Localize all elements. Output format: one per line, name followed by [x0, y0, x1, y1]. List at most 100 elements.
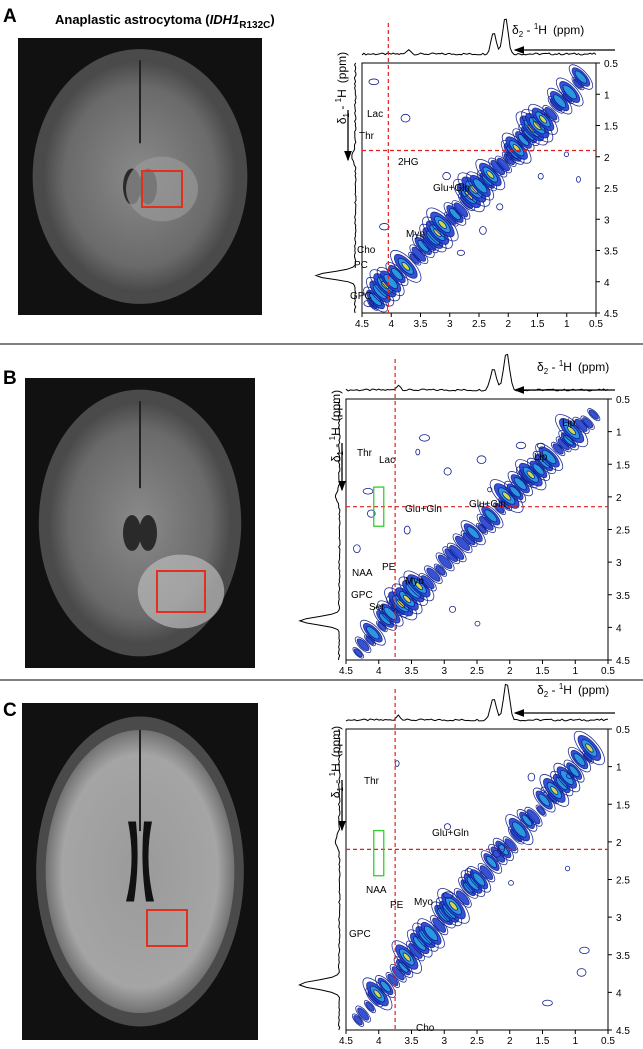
- contour: [394, 760, 400, 767]
- x-tick-label: 3: [441, 666, 447, 677]
- y-tick-label: 3.5: [616, 591, 630, 602]
- x-tick-label: 1: [564, 319, 570, 330]
- metabolite-label: Ser: [369, 602, 385, 613]
- contour: [573, 730, 605, 766]
- axis-sub: 1: [336, 450, 345, 455]
- metabolite-label: Lac: [379, 455, 395, 466]
- y-tick-label: 2: [616, 838, 622, 849]
- x-tick-label: 1.5: [536, 666, 550, 677]
- metabolite-label: Glu+Gln: [405, 504, 442, 515]
- contour: [582, 417, 594, 429]
- contour: [535, 443, 564, 471]
- y-tick-label: 1: [616, 428, 622, 439]
- contour: [505, 151, 513, 161]
- contour: [472, 872, 486, 887]
- panel-letter: B: [3, 368, 17, 389]
- contour: [580, 415, 595, 430]
- contour: [354, 636, 372, 654]
- contour: [487, 486, 493, 493]
- axis-sup: 1: [328, 435, 337, 440]
- x-tick-label: 4.5: [339, 1036, 353, 1047]
- axis-symbol: δ: [537, 683, 544, 697]
- axis-sub: 2: [544, 690, 549, 699]
- contour: [443, 823, 451, 831]
- contour: [353, 544, 361, 554]
- metabolite-label: Myo: [414, 897, 433, 908]
- contour: [453, 202, 469, 218]
- axis-sub: 2: [544, 367, 549, 376]
- metabolite-label: GPC: [350, 291, 372, 302]
- voi-box: [156, 570, 206, 613]
- contour: [540, 786, 547, 794]
- contour: [573, 753, 586, 767]
- projection-left: [314, 62, 357, 314]
- title-text: ): [270, 12, 274, 27]
- contour: [508, 880, 514, 886]
- x-tick-label: 2.5: [470, 666, 484, 677]
- x-tick-label: 2.5: [470, 1036, 484, 1047]
- contour: [415, 448, 421, 456]
- x-axis-label: δ2 - 1H (ppm): [537, 682, 609, 699]
- contour: [383, 606, 398, 621]
- metabolite-label: Glu+Gln: [469, 499, 506, 510]
- contour: [484, 509, 498, 523]
- y-tick-label: 2.5: [604, 184, 618, 195]
- y-tick-label: 3: [616, 913, 622, 924]
- x-tick-label: 1.5: [531, 319, 545, 330]
- contour: [368, 78, 380, 86]
- contour: [433, 228, 442, 237]
- x-tick-label: 4: [376, 1036, 382, 1047]
- metabolite-label: NAA: [366, 885, 387, 896]
- metabolite-label: Glu+Gln: [433, 183, 470, 194]
- metabolite-label: Cho: [416, 1023, 435, 1034]
- axis-sep: -: [329, 440, 343, 451]
- naa-box: [373, 829, 385, 877]
- title-gene: IDH1: [210, 12, 240, 27]
- axis-sup: 1: [334, 97, 343, 102]
- y-tick-label: 2: [616, 493, 622, 504]
- contour: [402, 952, 411, 962]
- contour: [403, 525, 411, 535]
- x-tick-label: 2: [507, 666, 513, 677]
- contour: [576, 968, 587, 977]
- contour: [536, 442, 546, 449]
- contour: [419, 434, 430, 442]
- y-tick-label: 4: [604, 278, 610, 289]
- contour: [495, 155, 512, 174]
- panel-title: Anaplastic astrocytoma (IDH1R132C): [55, 12, 275, 31]
- metabolite-label: Glu+Gln: [432, 828, 469, 839]
- mri-lesion: [137, 554, 225, 629]
- contour: [460, 189, 469, 198]
- contour: [442, 172, 451, 181]
- axis-sep: -: [548, 683, 559, 697]
- y-tick-label: 3: [616, 558, 622, 569]
- contour: [449, 545, 465, 560]
- x-tick-label: 3.5: [414, 319, 428, 330]
- contour: [363, 1000, 376, 1014]
- x-tick-label: 0.5: [589, 319, 603, 330]
- contour: [453, 888, 472, 908]
- y-tick-label: 2.5: [616, 526, 630, 537]
- x-tick-label: 2.5: [472, 319, 486, 330]
- contour: [568, 64, 594, 90]
- x-tick-label: 1: [572, 666, 578, 677]
- y-tick-label: 4.5: [604, 309, 618, 320]
- axis-nucleus: H: [329, 763, 343, 772]
- contour: [359, 619, 386, 646]
- contour: [538, 793, 551, 807]
- title-sub: R132C: [239, 20, 270, 31]
- contour: [537, 173, 544, 180]
- contour: [379, 223, 390, 231]
- metabolite-label: Lip: [562, 418, 576, 429]
- contour: [587, 408, 601, 422]
- axis-sup: 1: [559, 682, 564, 691]
- x-tick-label: 2: [507, 1036, 513, 1047]
- contour: [550, 441, 566, 457]
- y-tick-label: 4.5: [616, 656, 630, 667]
- contour: [449, 901, 458, 911]
- x-tick-label: 1.5: [536, 1036, 550, 1047]
- contour: [353, 1015, 363, 1026]
- axis-sub: 2: [519, 30, 524, 39]
- y-tick-label: 2.5: [616, 876, 630, 887]
